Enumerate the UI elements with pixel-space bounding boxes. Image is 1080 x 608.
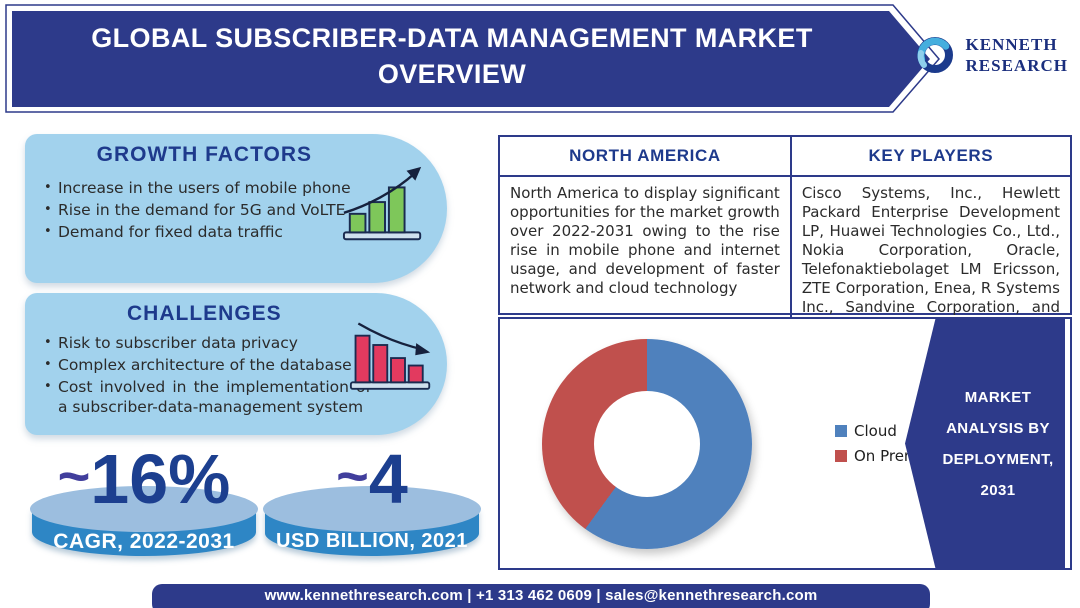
- page-title-line2: OVERVIEW: [377, 59, 527, 89]
- kenneth-research-logo: KENNETH RESEARCH: [912, 32, 1068, 78]
- logo-wordmark: KENNETH RESEARCH: [966, 34, 1068, 76]
- list-item: Demand for fixed data traffic: [41, 222, 351, 242]
- cagr-stat-label: CAGR, 2022-2031: [53, 530, 235, 553]
- table-header-north-america: NORTH AMERICA: [500, 137, 792, 177]
- stat-number: 16%: [90, 440, 231, 518]
- list-item-text: Demand for fixed data traffic: [58, 223, 283, 241]
- banner-shape: [5, 4, 940, 113]
- growth-factors-card: GROWTH FACTORS Increase in the users of …: [25, 134, 447, 283]
- list-item-text: Cost involved in the implementation of a…: [58, 378, 371, 416]
- list-item: Cost involved in the implementation of a…: [41, 377, 371, 417]
- list-item-text: Rise in the demand for 5G and VoLTE: [58, 201, 346, 219]
- disc-top: [263, 486, 481, 532]
- donut-chart: [542, 339, 752, 549]
- logo-word-kenneth: KENNETH: [965, 35, 1058, 54]
- chart-title: MARKET ANALYSIS BY DEPLOYMENT, 2031: [942, 388, 1054, 499]
- page-title-line1: GLOBAL SUBSCRIBER-DATA MANAGEMENT MARKET: [91, 23, 813, 53]
- chart-title-ribbon: MARKET ANALYSIS BY DEPLOYMENT, 2031: [905, 319, 1065, 568]
- tilde: ~: [336, 444, 369, 507]
- list-item: Complex architecture of the database: [41, 355, 371, 375]
- list-item: Risk to subscriber data privacy: [41, 333, 371, 353]
- market-size-stat-label: USD BILLION, 2021: [276, 530, 468, 552]
- growth-factors-title: GROWTH FACTORS: [96, 143, 313, 166]
- disc-top: [30, 486, 258, 532]
- list-item-text: Complex architecture of the database: [58, 356, 352, 374]
- rising-bar-chart-icon: [342, 166, 422, 241]
- list-item: Increase in the users of mobile phone: [41, 178, 351, 198]
- table-header-key-players: KEY PLAYERS: [791, 137, 1070, 177]
- logo-word-research: RESEARCH: [965, 56, 1068, 75]
- tilde: ~: [57, 444, 91, 507]
- challenges-list: Risk to subscriber data privacy Complex …: [41, 333, 371, 419]
- table-cell-north-america: North America to display significant opp…: [500, 177, 792, 340]
- legend-swatch: [835, 450, 847, 462]
- logo-swirl-icon: [916, 37, 953, 73]
- legend-swatch: [835, 425, 847, 437]
- stat-number: 4: [368, 440, 408, 518]
- challenges-title: CHALLENGES: [127, 302, 282, 325]
- declining-bar-chart-icon: [349, 322, 431, 390]
- market-size-stat-value: ~4: [263, 436, 481, 519]
- market-size-stat: USD BILLION, 2021 ~4: [263, 440, 481, 562]
- legend-label: Cloud: [854, 422, 897, 440]
- list-item: Rise in the demand for 5G and VoLTE: [41, 200, 351, 220]
- deployment-chart-panel: Cloud On Premise MARKET ANALYSIS BY DEPL…: [498, 317, 1072, 570]
- growth-factors-list: Increase in the users of mobile phone Ri…: [41, 178, 351, 244]
- footer-contact-bar[interactable]: www.kennethresearch.com | +1 313 462 060…: [152, 584, 930, 608]
- table-cell-key-players: Cisco Systems, Inc., Hewlett Packard Ent…: [801, 184, 1060, 335]
- donut-hole: [594, 391, 700, 497]
- challenges-card: CHALLENGES Risk to subscriber data priva…: [25, 293, 447, 435]
- cagr-stat-value: ~16%: [30, 436, 258, 519]
- list-item-text: Risk to subscriber data privacy: [58, 334, 298, 352]
- cagr-stat: CAGR, 2022-2031 ~16%: [30, 440, 258, 562]
- region-players-table: NORTH AMERICA KEY PLAYERS North America …: [498, 135, 1072, 340]
- list-item-text: Increase in the users of mobile phone: [58, 179, 351, 197]
- footer-contact-text[interactable]: www.kennethresearch.com | +1 313 462 060…: [264, 587, 818, 604]
- legend-item-cloud: Cloud: [835, 422, 940, 440]
- page-title: GLOBAL SUBSCRIBER-DATA MANAGEMENT MARKET…: [12, 20, 892, 92]
